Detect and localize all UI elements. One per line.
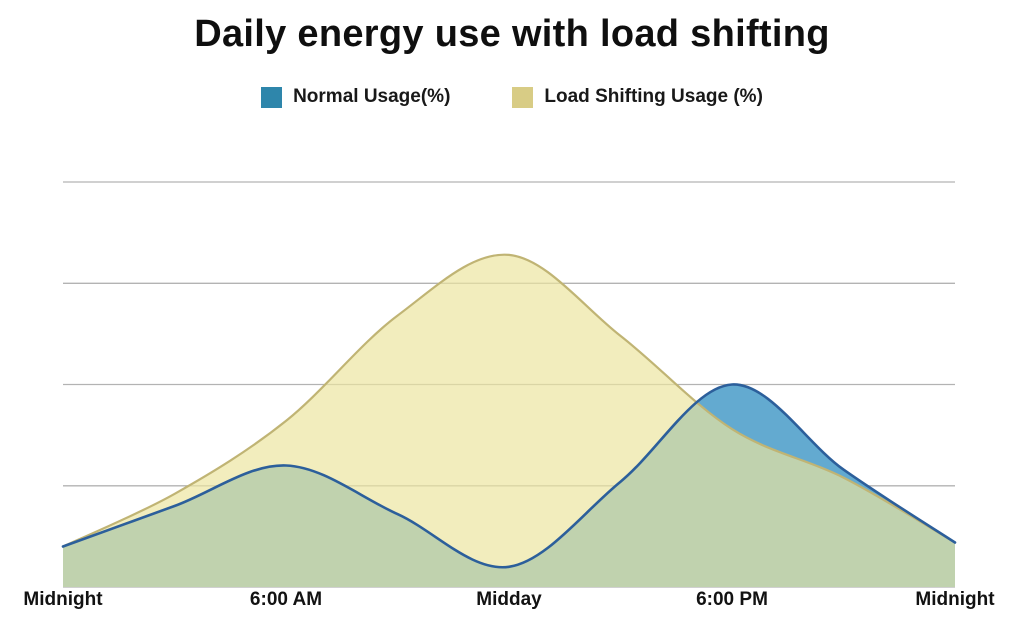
- chart-title: Daily energy use with load shifting: [194, 13, 830, 55]
- load-shifting-usage-area: [63, 254, 955, 587]
- legend-swatch-load-shifting-usage: [512, 86, 534, 108]
- x-axis-label-midnight-left: Midnight: [23, 589, 103, 610]
- x-axis-label-midnight-right: Midnight: [915, 589, 995, 610]
- x-axis-label-6am: 6:00 AM: [249, 589, 323, 610]
- normal-usage-line: [61, 383, 957, 569]
- legend-swatch-normal-usage: [261, 86, 283, 108]
- legend-item-load-shifting-usage: Load Shifting Usage (%): [512, 86, 763, 108]
- legend-item-normal-usage: Normal Usage(%): [261, 86, 450, 108]
- load-shifting-usage-line: [61, 253, 957, 548]
- legend-label-normal-usage: Normal Usage(%): [293, 86, 451, 107]
- legend-label-load-shifting-usage: Load Shifting Usage (%): [544, 86, 763, 107]
- x-axis-label-midday: Midday: [476, 589, 542, 610]
- legend: Normal Usage(%) Load Shifting Usage (%): [0, 86, 1024, 108]
- x-axis-label-6pm: 6:00 PM: [696, 589, 768, 610]
